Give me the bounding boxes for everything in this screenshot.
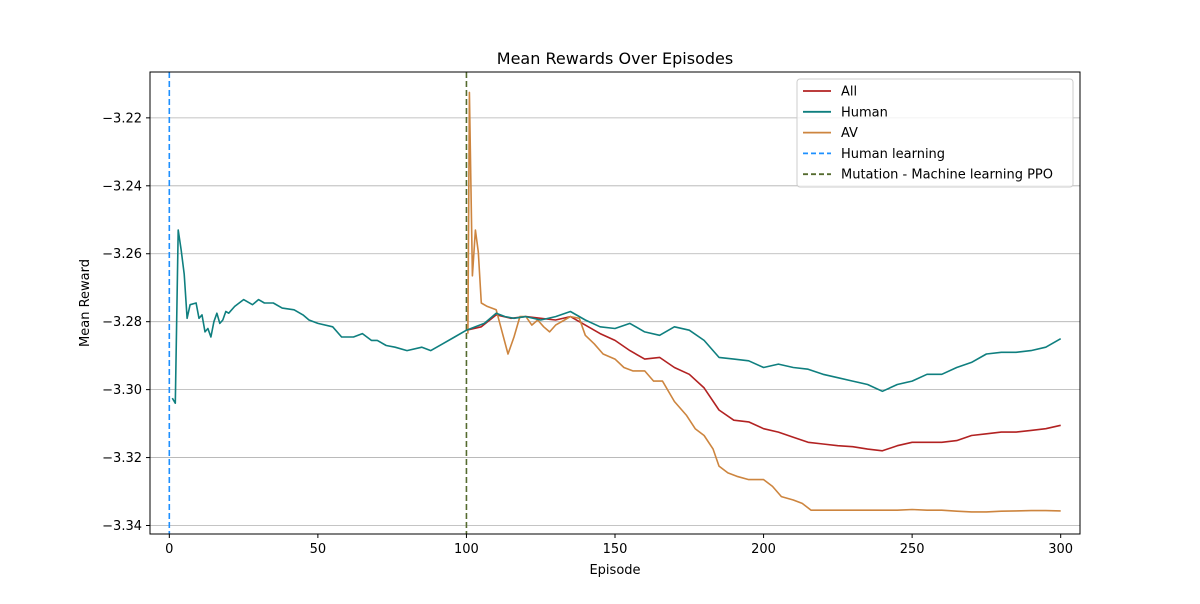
grid-layer — [150, 117, 1080, 526]
x-tick-label: 50 — [310, 542, 327, 557]
legend-box — [796, 78, 1074, 188]
chart-title: Mean Rewards Over Episodes — [497, 49, 733, 68]
x-tick-label: 300 — [1048, 542, 1073, 557]
legend-label: Human learning — [841, 147, 945, 162]
y-axis-label: Mean Reward — [78, 259, 93, 347]
reference-lines — [168, 72, 468, 534]
legend-label: Human — [841, 105, 888, 120]
y-tick-label: −3.22 — [102, 111, 142, 126]
legend-label: AV — [841, 126, 858, 141]
y-tick-label: −3.34 — [102, 519, 142, 534]
legend-label: All — [841, 85, 857, 100]
x-tick-label: 150 — [603, 542, 628, 557]
x-tick-label: 0 — [165, 542, 173, 557]
series-line-all — [466, 314, 1061, 452]
legend-entries: All Human AV Human learning Mutation - Machi… — [803, 85, 1053, 183]
x-tick-label: 200 — [751, 542, 776, 557]
y-tick-label: −3.32 — [102, 451, 142, 466]
x-tick-label: 250 — [900, 542, 925, 557]
x-tick-label: 100 — [454, 542, 479, 557]
x-axis-label: Episode — [589, 563, 640, 578]
series-line-human — [171, 229, 1062, 405]
series-layer — [171, 91, 1062, 513]
y-tick-label: −3.28 — [102, 315, 142, 330]
legend-label: Mutation - Machine learning PPO — [841, 168, 1053, 183]
y-tick-label: −3.26 — [102, 247, 142, 262]
series-line-av — [467, 91, 1061, 513]
y-tick-label: −3.24 — [102, 179, 142, 194]
legend: All Human AV Human learning Mutation - Machi… — [796, 78, 1074, 188]
y-tick-label: −3.30 — [102, 383, 142, 398]
tick-layer: −3.22 −3.24 −3.26 −3.28 −3.30 −3.32 −3.34 0 50 10… — [102, 111, 1073, 557]
